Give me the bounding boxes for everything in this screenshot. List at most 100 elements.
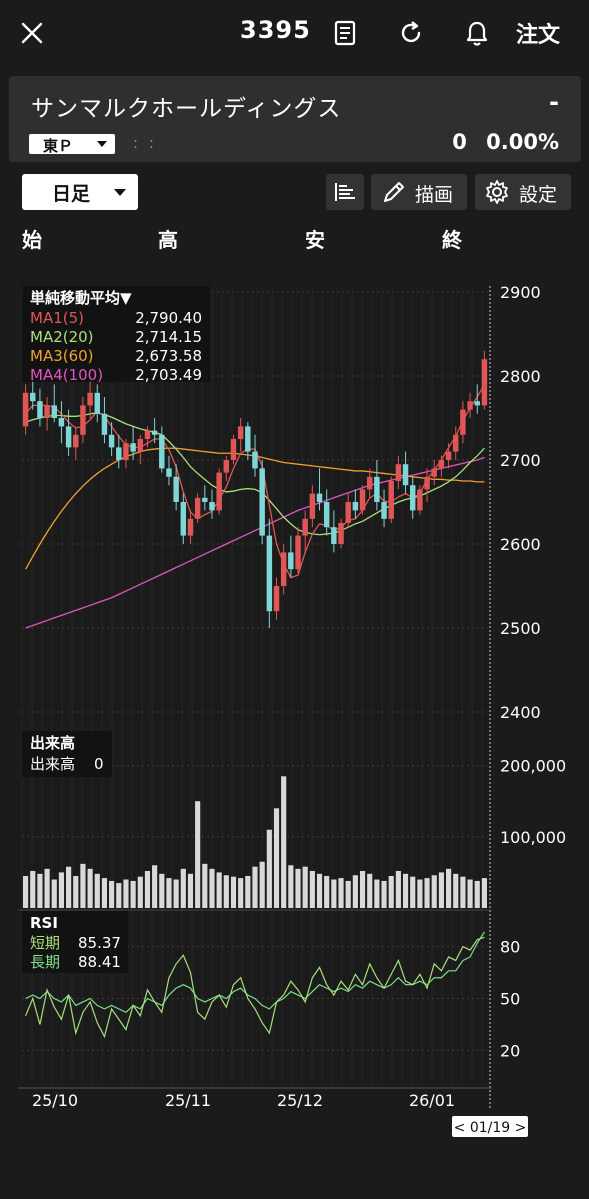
volume-bar (259, 861, 265, 908)
indicator-button[interactable] (326, 174, 364, 210)
candle-body (194, 497, 201, 519)
volume-bar (137, 876, 143, 908)
cursor-date-label: < 01/19 > (454, 1120, 527, 1136)
price-change: 0 0.00% (452, 130, 559, 154)
price-tick-label: 2500 (500, 619, 541, 638)
draw-button[interactable]: 描画 (371, 174, 467, 210)
ma-legend-value: 2,673.58 (135, 347, 202, 365)
refresh-icon[interactable] (396, 18, 426, 48)
candle-body (230, 439, 237, 460)
rsi-short-value: 85.37 (78, 934, 121, 952)
volume-bar (309, 870, 315, 908)
candle-body (144, 430, 151, 439)
market-select[interactable]: 東Ｐ (29, 134, 115, 155)
candle-body (366, 476, 373, 490)
candle-body (409, 485, 416, 511)
candle-body (252, 451, 258, 469)
chart-legends: 単純移動平均▼ MA1(5) 2,790.40 MA2(20) 2,714.15 MA3(… (22, 286, 210, 973)
volume-bar (195, 801, 201, 908)
candle-body (22, 392, 29, 427)
rsi_long-line (25, 931, 485, 1014)
volume-legend-label: 出来高 (30, 755, 75, 773)
rsi-legend-box (22, 911, 128, 973)
close-icon[interactable] (18, 19, 46, 47)
volume-bar (281, 776, 287, 908)
candle-body (151, 430, 158, 435)
draw-label: 描画 (415, 184, 454, 206)
pencil-icon (384, 182, 404, 202)
ma-legend-name: MA2(20) (30, 328, 94, 346)
rsi-tick-label: 80 (500, 938, 520, 957)
volume-legend-value: 0 (94, 755, 104, 773)
candle-body (159, 434, 165, 469)
candle-body (37, 401, 43, 418)
rsi-legend-title: RSI (30, 914, 58, 932)
volume-bar (474, 880, 480, 908)
period-select[interactable]: 日足 (22, 174, 138, 210)
candle-body (395, 464, 402, 481)
candle-body (316, 493, 323, 502)
candle-body (116, 447, 122, 460)
time-tick-label: 25/10 (32, 1091, 78, 1110)
volume-bar (359, 870, 366, 908)
ma20-line (25, 412, 485, 536)
volume-bar (481, 878, 487, 908)
chevron-down-icon (97, 141, 107, 147)
candle-body (209, 502, 215, 511)
ma5-line (25, 384, 485, 579)
price-tick-label: 2800 (500, 367, 541, 386)
candle-body (173, 476, 179, 502)
ma-legend-name: MA4(100) (30, 366, 103, 384)
volume-bar (144, 870, 151, 908)
bars-icon (335, 183, 355, 201)
price-tick-label: 2700 (500, 451, 541, 470)
candle-body (80, 405, 86, 435)
ma-legend-box (22, 286, 210, 382)
price-tick-label: 2400 (500, 703, 541, 722)
order-button[interactable]: 注文 (516, 23, 561, 48)
candle-body (352, 502, 359, 511)
ma-legend-title: 単純移動平均▼ (30, 289, 132, 307)
candle-body (73, 434, 79, 448)
stock-code: 3395 (240, 16, 311, 44)
cursor-date-box (452, 1116, 528, 1137)
candle-body (30, 392, 36, 402)
volume-bar (130, 880, 136, 908)
update-time: : : (133, 134, 157, 152)
ma-legend-value: 2,714.15 (135, 328, 202, 346)
settings-button[interactable]: 設定 (475, 174, 571, 210)
bell-icon[interactable] (462, 18, 492, 48)
ohlc-close-label: 終 (442, 228, 462, 252)
candle-body (438, 460, 445, 469)
volume-legend-box (22, 731, 112, 777)
volume-bar (73, 875, 79, 908)
volume-bar (266, 829, 272, 908)
candle-body (180, 502, 187, 536)
candle-body (445, 451, 452, 460)
top-bar: 3395 注文 (0, 0, 589, 66)
volume-bar (252, 866, 258, 908)
volume-bar (381, 880, 387, 908)
rsi-tick-label: 20 (500, 1041, 520, 1060)
change-value: 0 (452, 130, 467, 154)
volume-bar (288, 865, 294, 908)
rsi-long-label: 長期 (30, 953, 60, 971)
price-tick-label: 2900 (500, 283, 541, 302)
volume-bar (51, 879, 57, 908)
volume-bar (109, 880, 115, 908)
price-tick-label: 2600 (500, 535, 541, 554)
stock-name: サンマルクホールディングス (31, 96, 342, 122)
market-label: 東Ｐ (43, 137, 74, 155)
candle-body (345, 502, 351, 523)
volume-bar (302, 866, 308, 908)
candle-body (130, 443, 136, 452)
stock-info-card: サンマルクホールディングス - 東Ｐ : : 0 0.00% (9, 76, 581, 162)
volume-bar (431, 875, 437, 908)
stock-price: - (549, 88, 559, 116)
rsi-tick-label: 50 (500, 990, 520, 1009)
candle-body (431, 468, 437, 477)
volume-bar (37, 873, 43, 908)
candle-body (87, 392, 93, 406)
candle-body (58, 418, 65, 427)
document-icon[interactable] (330, 18, 360, 48)
